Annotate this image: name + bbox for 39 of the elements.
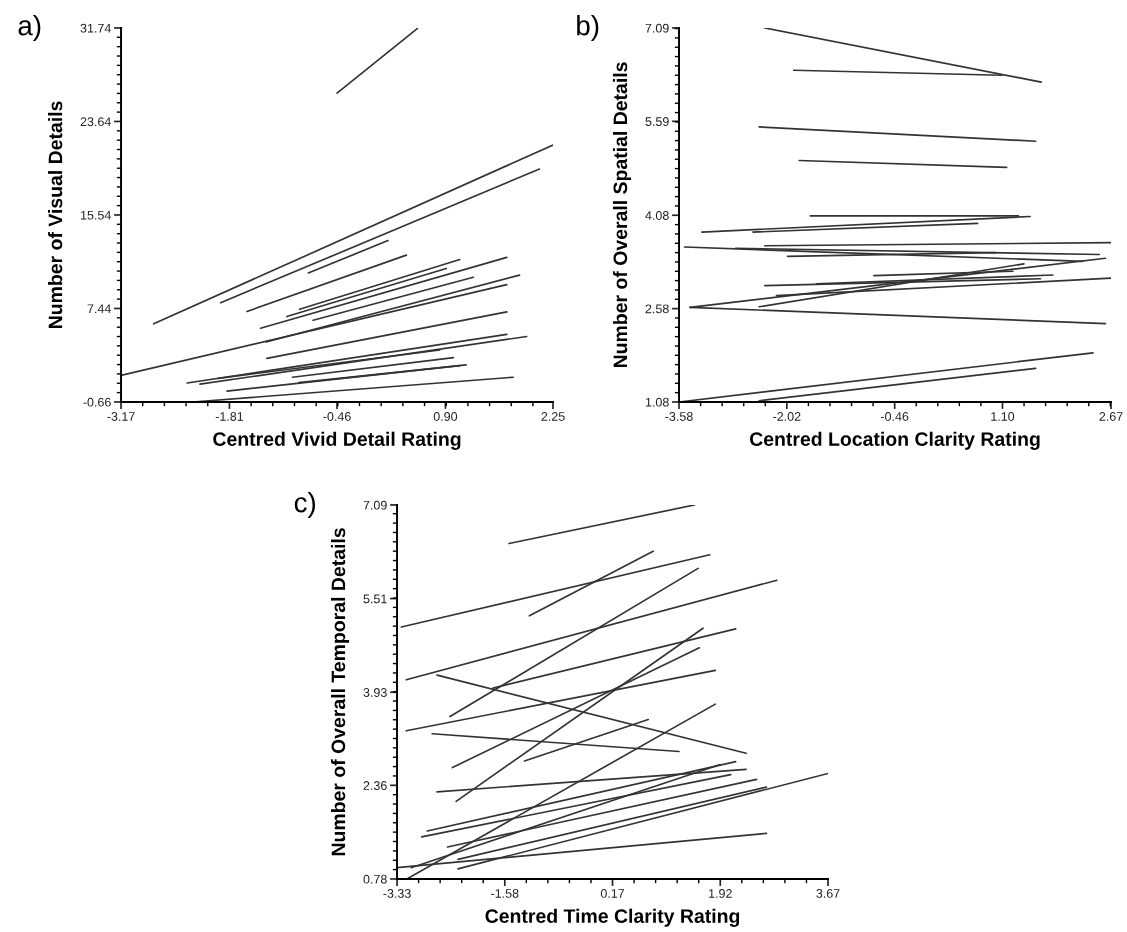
y-tick-label: 3.93 [363,688,387,697]
y-axis-title: Number of Overall Temporal Details [330,528,350,856]
text: a) [18,15,41,41]
x-tick-label: -0.46 [880,412,909,421]
x-tick-label: -2.02 [773,412,801,421]
x-tick-label: 2.67 [1099,412,1123,421]
x-axis-title: Centred Time Clarity Rating [485,908,740,927]
x-axis-title: Centred Vivid Detail Rating [213,431,461,450]
x-tick-label: 1.10 [991,412,1015,421]
x-tick-label: -1.58 [491,889,519,898]
y-tick-label: 5.51 [363,594,387,604]
y-tick-label: 15.54 [80,210,111,220]
y-tick-label: 23.64 [80,117,111,127]
y-tick-label: 7.44 [87,304,111,313]
x-tick-label: 3.67 [816,889,840,898]
x-tick-label: 0.17 [600,889,625,898]
x-tick-label: -3.17 [107,412,135,421]
x-tick-label: -1.81 [215,412,244,421]
y-tick-label: 1.08 [645,397,669,407]
y-tick-label: 7.09 [645,23,669,33]
x-tick-label: -3.33 [383,889,411,898]
y-tick-label: 7.09 [363,500,387,510]
y-tick-label: 4.08 [645,211,669,220]
text: c) [294,492,316,518]
y-tick-label: 2.36 [363,781,387,790]
y-tick-label: 2.58 [645,304,669,314]
x-tick-label: 1.92 [709,889,732,898]
y-axis-title: Number of Visual Details [48,101,63,329]
x-tick-label: -3.58 [665,412,693,421]
y-tick-label: 31.74 [80,23,111,33]
x-tick-label: 2.25 [541,412,565,421]
y-axis-title: Number of Overall Spatial Details [612,62,632,368]
y-tick-label: -0.66 [83,397,111,407]
x-axis-title: Centred Location Clarity Rating [749,431,1040,450]
x-tick-label: -0.46 [323,412,351,421]
y-tick-label: 5.59 [645,117,669,126]
y-tick-label: 0.78 [363,874,387,884]
text: b) [577,15,599,41]
x-tick-label: 0.90 [433,412,458,421]
